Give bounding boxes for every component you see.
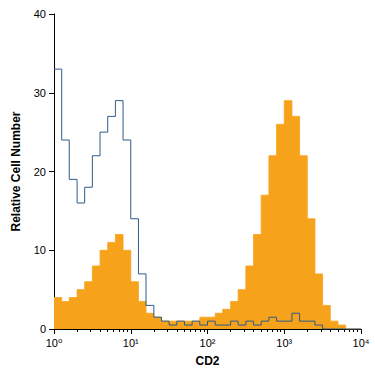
svg-text:40: 40 [34,8,46,20]
svg-text:30: 30 [34,87,46,99]
svg-text:10¹: 10¹ [123,337,139,349]
svg-text:10³: 10³ [276,337,292,349]
svg-text:CD2: CD2 [195,354,219,368]
svg-text:10²: 10² [200,337,216,349]
svg-text:20: 20 [34,166,46,178]
svg-text:10: 10 [34,244,46,256]
svg-text:10⁴: 10⁴ [353,337,370,349]
svg-text:Relative Cell Number: Relative Cell Number [9,111,23,231]
svg-text:0: 0 [40,323,46,335]
svg-text:10⁰: 10⁰ [46,337,63,349]
